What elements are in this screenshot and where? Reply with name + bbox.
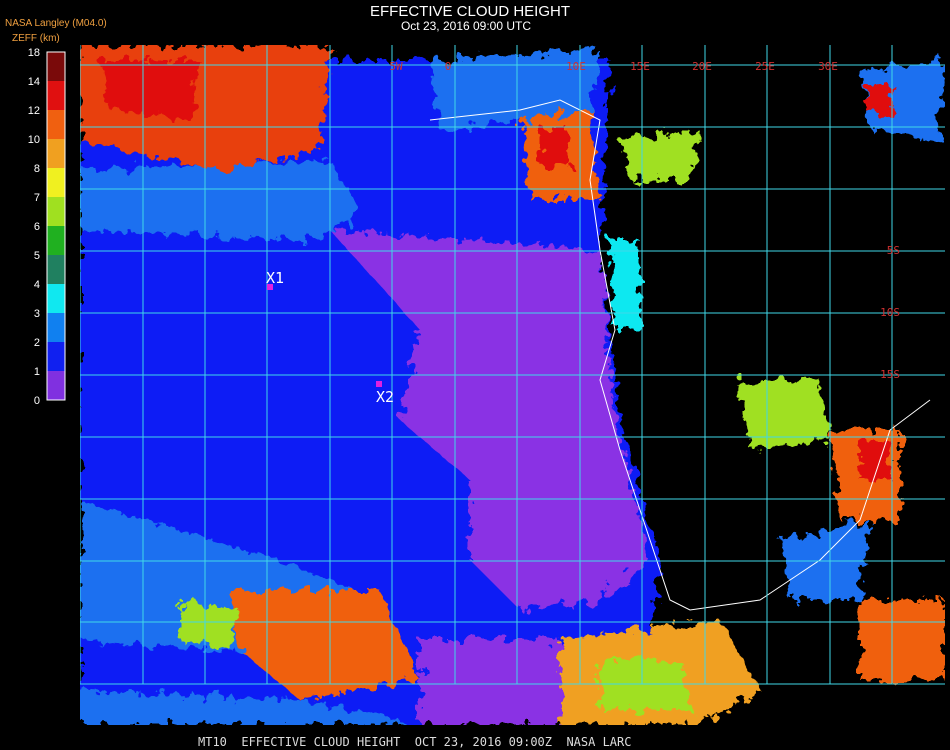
colorbar-frame bbox=[46, 51, 66, 401]
colorbar-segment bbox=[47, 255, 65, 284]
title: EFFECTIVE CLOUD HEIGHT bbox=[370, 3, 570, 20]
longitude-label: 5W bbox=[389, 60, 403, 73]
subtitle: Oct 23, 2016 09:00 UTC bbox=[401, 19, 531, 33]
colorbar-tick-label: 12 bbox=[28, 105, 40, 117]
colorbar-tick-label: 10 bbox=[28, 134, 40, 146]
colorbar-segment bbox=[47, 284, 65, 313]
colorbar-tick-label: 8 bbox=[34, 163, 40, 175]
latitude-label: 5S bbox=[887, 244, 900, 257]
colorbar-tick-label: 14 bbox=[28, 76, 40, 88]
colorbar-tick-label: 2 bbox=[34, 337, 40, 349]
colorbar-segment bbox=[47, 313, 65, 342]
footer: MT10 EFFECTIVE CLOUD HEIGHT OCT 23, 2016… bbox=[198, 735, 631, 749]
legend-label: ZEFF (km) bbox=[12, 33, 60, 44]
colorbar-tick-label: 4 bbox=[34, 279, 40, 291]
colorbar-segment bbox=[47, 168, 65, 197]
colorbar-segment bbox=[47, 342, 65, 371]
longitude-label: 30E bbox=[818, 60, 838, 73]
colorbar-tick-label: 5 bbox=[34, 250, 40, 262]
colorbar-tick-label: 18 bbox=[28, 47, 40, 59]
colorbar-tick-label: 7 bbox=[34, 192, 40, 204]
colorbar-segment bbox=[47, 197, 65, 226]
colorbar-segment bbox=[47, 371, 65, 400]
marker-label: X1 bbox=[266, 269, 284, 287]
colorbar-segment bbox=[47, 81, 65, 110]
colorbar-segment bbox=[47, 110, 65, 139]
longitude-label: 25E bbox=[755, 60, 775, 73]
longitude-label: 15E bbox=[630, 60, 650, 73]
colorbar-tick-label: 1 bbox=[34, 366, 40, 378]
latitude-label: 15S bbox=[880, 368, 900, 381]
marker bbox=[376, 381, 382, 387]
marker bbox=[267, 284, 273, 290]
colorbar-tick-label: 6 bbox=[34, 221, 40, 233]
longitude-label: 20E bbox=[692, 60, 712, 73]
marker-label: X2 bbox=[376, 388, 394, 406]
longitude-label: 0 bbox=[445, 60, 452, 73]
colorbar-tick-label: 0 bbox=[34, 395, 40, 407]
colorbar-segment bbox=[47, 226, 65, 255]
coastline bbox=[429, 99, 931, 611]
colorbar-tick-label: 3 bbox=[34, 308, 40, 320]
lat-lon-grid bbox=[80, 45, 945, 685]
colorbar-segment bbox=[47, 139, 65, 168]
longitude-label: 10E bbox=[566, 60, 586, 73]
colorbar-segment bbox=[47, 52, 65, 81]
latitude-label: 10S bbox=[880, 306, 900, 319]
satellite-image bbox=[80, 45, 945, 725]
legend-source: NASA Langley (M04.0) bbox=[5, 18, 107, 29]
